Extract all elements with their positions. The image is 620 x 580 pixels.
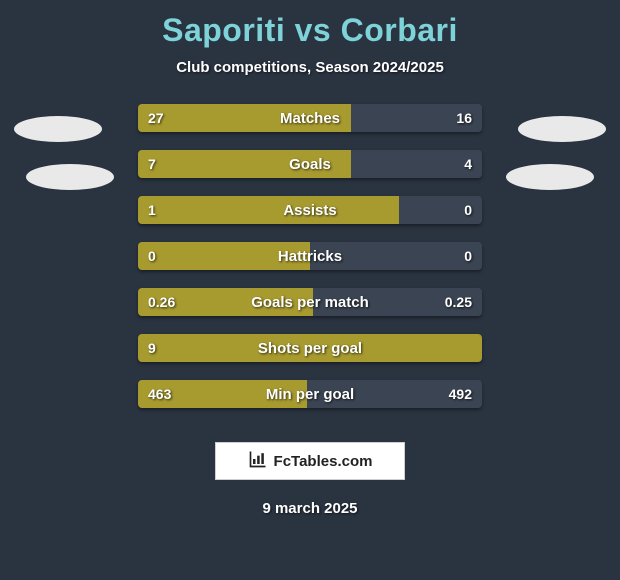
metric-row: Assists10: [138, 196, 482, 224]
metric-bar-right: [310, 242, 482, 270]
metric-bar-left: [138, 288, 313, 316]
metric-row: Hattricks00: [138, 242, 482, 270]
metric-bar-left: [138, 380, 307, 408]
snapshot-date: 9 march 2025: [0, 500, 620, 517]
comparison-subtitle: Club competitions, Season 2024/2025: [0, 59, 620, 76]
metric-bar-right: [351, 150, 482, 178]
metric-bar-left: [138, 104, 351, 132]
comparison-stage: Matches2716 Goals74 Assists10 Hattricks00 Go…: [0, 104, 620, 434]
metric-row: Shots per goal9: [138, 334, 482, 362]
comparison-title: Saporiti vs Corbari: [0, 0, 620, 49]
metric-bar-left: [138, 242, 310, 270]
metric-row: Min per goal463492: [138, 380, 482, 408]
metric-bar-right: [307, 380, 482, 408]
player-left-avatar-placeholder-1: [14, 116, 102, 142]
metric-row: Goals per match0.260.25: [138, 288, 482, 316]
metric-bar-left: [138, 334, 482, 362]
player-right-avatar-placeholder-2: [506, 164, 594, 190]
site-logo: FcTables.com: [215, 442, 405, 480]
site-logo-text: FcTables.com: [274, 453, 373, 470]
player-right-avatar-placeholder-1: [518, 116, 606, 142]
comparison-bars: Matches2716 Goals74 Assists10 Hattricks00 Go…: [138, 104, 482, 426]
metric-bar-right: [351, 104, 482, 132]
metric-bar-left: [138, 196, 399, 224]
metric-bar-left: [138, 150, 351, 178]
chart-icon: [248, 449, 268, 474]
player-left-avatar-placeholder-2: [26, 164, 114, 190]
metric-bar-right: [313, 288, 482, 316]
metric-row: Matches2716: [138, 104, 482, 132]
metric-bar-right: [399, 196, 482, 224]
metric-row: Goals74: [138, 150, 482, 178]
